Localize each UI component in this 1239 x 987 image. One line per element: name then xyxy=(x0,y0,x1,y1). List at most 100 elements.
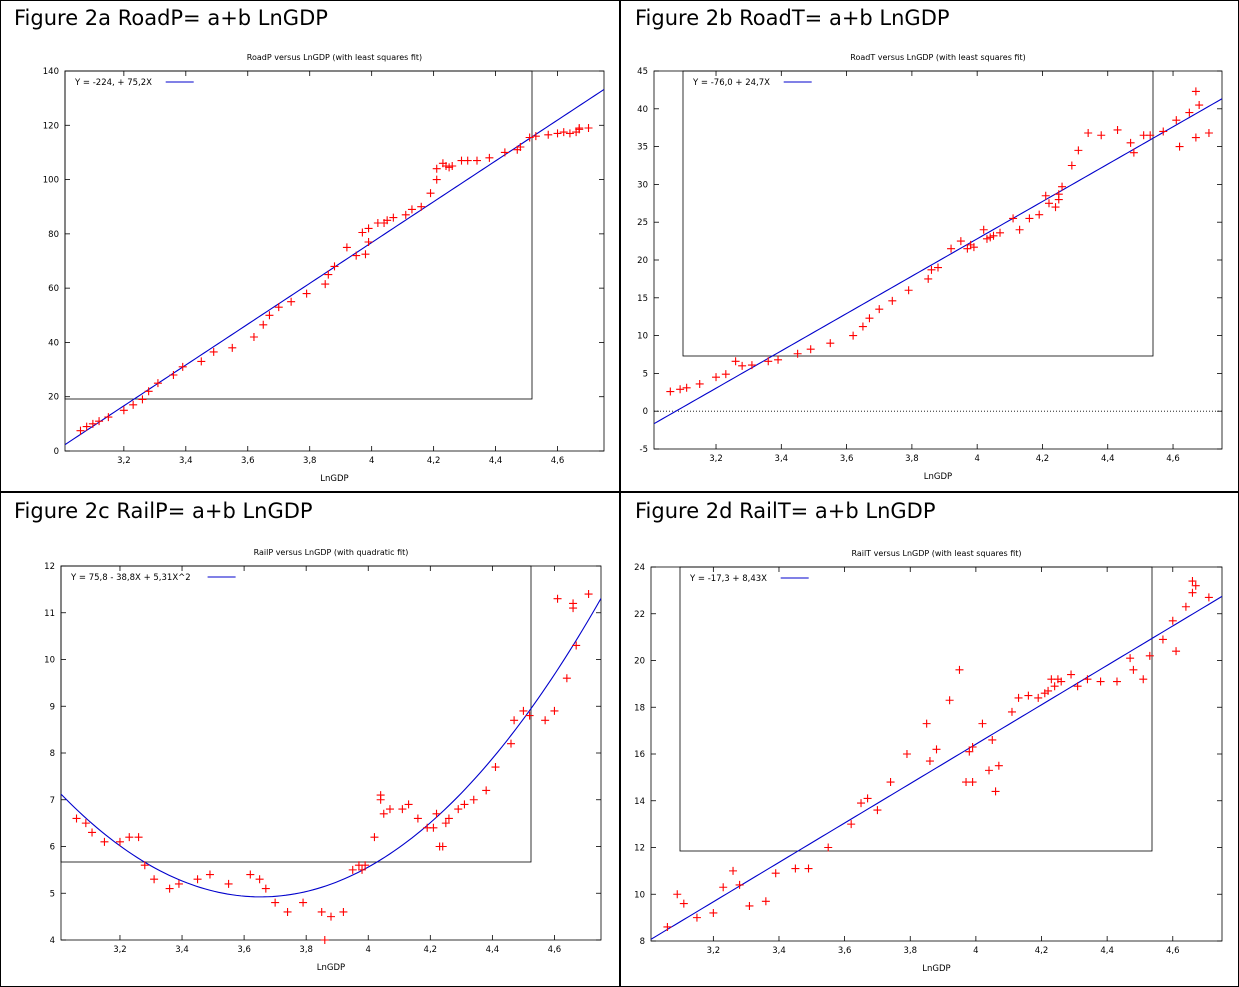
data-point xyxy=(398,805,407,814)
data-point xyxy=(205,870,214,879)
panel-railt: Figure 2d RailT= a+b LnGDP RailT versus … xyxy=(621,493,1239,987)
data-point xyxy=(991,787,1000,796)
data-point xyxy=(985,766,994,775)
y-tick-label: 10 xyxy=(637,332,648,342)
x-tick-label: 3,2 xyxy=(707,946,721,956)
data-point xyxy=(432,809,441,818)
data-point xyxy=(888,296,897,305)
data-point xyxy=(81,819,90,828)
y-tick-label: 15 xyxy=(637,294,648,304)
y-tick-label: 11 xyxy=(44,609,55,619)
data-point xyxy=(339,907,348,916)
chart-title: RailP versus LnGDP (with quadratic fit) xyxy=(254,548,409,557)
data-point xyxy=(544,130,553,139)
x-axis-label: LnGDP xyxy=(320,474,348,484)
data-point xyxy=(806,345,815,354)
data-point xyxy=(584,590,593,599)
data-point xyxy=(922,719,931,728)
data-point xyxy=(320,936,329,944)
y-tick-label: 20 xyxy=(48,393,59,403)
data-point xyxy=(1185,108,1194,117)
data-point xyxy=(358,228,367,237)
chart-title: RoadT versus LnGDP (with least squares f… xyxy=(850,53,1025,62)
x-tick-label: 3,8 xyxy=(903,946,917,956)
data-point xyxy=(348,865,357,874)
data-point xyxy=(1126,138,1135,147)
data-point xyxy=(575,124,584,132)
data-point xyxy=(259,320,268,329)
data-point xyxy=(327,912,335,921)
data-point xyxy=(317,907,326,916)
data-point xyxy=(417,202,426,211)
data-point xyxy=(584,124,593,132)
y-tick-label: 60 xyxy=(48,284,59,294)
x-tick-label: 4,2 xyxy=(1035,946,1049,956)
data-point xyxy=(963,244,972,253)
fit-line xyxy=(651,595,1222,940)
data-point xyxy=(965,747,974,756)
data-point xyxy=(125,833,134,842)
data-point xyxy=(261,884,270,893)
y-tick-label: 16 xyxy=(634,750,645,760)
y-tick-label: 24 xyxy=(634,563,645,573)
data-point xyxy=(553,594,562,603)
x-tick-label: 3,6 xyxy=(237,945,251,955)
data-point xyxy=(712,373,721,382)
data-point xyxy=(1041,191,1050,200)
data-point xyxy=(875,305,884,314)
data-point xyxy=(119,406,128,415)
data-point xyxy=(989,231,998,240)
y-tick-label: 0 xyxy=(643,407,648,417)
data-point xyxy=(299,898,308,907)
data-point xyxy=(994,761,1003,770)
data-point xyxy=(178,362,187,371)
y-tick-label: 80 xyxy=(48,230,59,240)
data-point xyxy=(572,641,581,650)
data-point xyxy=(761,897,770,906)
data-point xyxy=(873,806,882,815)
y-tick-label: 8 xyxy=(640,937,645,947)
chart-railp: RailP versus LnGDP (with quadratic fit) 3… xyxy=(44,548,602,973)
data-point xyxy=(1188,588,1197,597)
data-point xyxy=(553,129,562,138)
x-tick-label: 3,8 xyxy=(303,456,317,466)
data-point xyxy=(774,355,783,364)
data-point xyxy=(729,866,738,875)
data-point xyxy=(745,901,754,910)
x-tick-label: 4,4 xyxy=(1100,946,1114,956)
x-tick-label: 4 xyxy=(369,456,374,466)
data-point xyxy=(249,333,258,341)
data-point xyxy=(1057,677,1066,686)
chart-title: RoadP versus LnGDP (with least squares f… xyxy=(247,53,422,62)
data-point xyxy=(429,823,438,832)
data-point xyxy=(1035,210,1044,219)
data-point xyxy=(1191,133,1200,142)
x-tick-label: 4,6 xyxy=(551,456,565,466)
data-point xyxy=(1058,182,1067,191)
legend-label: Y = -17,3 + 8,43X xyxy=(689,574,767,584)
data-point xyxy=(559,128,568,137)
x-tick-label: 3,4 xyxy=(772,946,786,956)
y-tick-label: 5 xyxy=(50,889,55,899)
data-point xyxy=(129,400,138,409)
data-point xyxy=(793,349,802,358)
data-point xyxy=(886,778,895,787)
data-point xyxy=(1126,654,1135,663)
x-tick-label: 3,8 xyxy=(905,454,919,464)
data-point xyxy=(565,129,574,138)
data-point xyxy=(165,884,174,893)
data-point xyxy=(104,413,113,422)
data-point xyxy=(376,791,385,800)
data-point xyxy=(358,865,367,874)
data-point xyxy=(863,794,872,803)
data-point xyxy=(695,379,704,388)
data-point xyxy=(924,274,933,283)
data-point xyxy=(1139,675,1148,684)
data-point xyxy=(413,814,422,823)
data-point xyxy=(1146,131,1155,140)
data-point xyxy=(364,224,373,233)
data-point xyxy=(1015,225,1024,234)
data-point xyxy=(432,175,441,184)
data-point xyxy=(968,742,977,751)
data-point xyxy=(824,843,833,852)
